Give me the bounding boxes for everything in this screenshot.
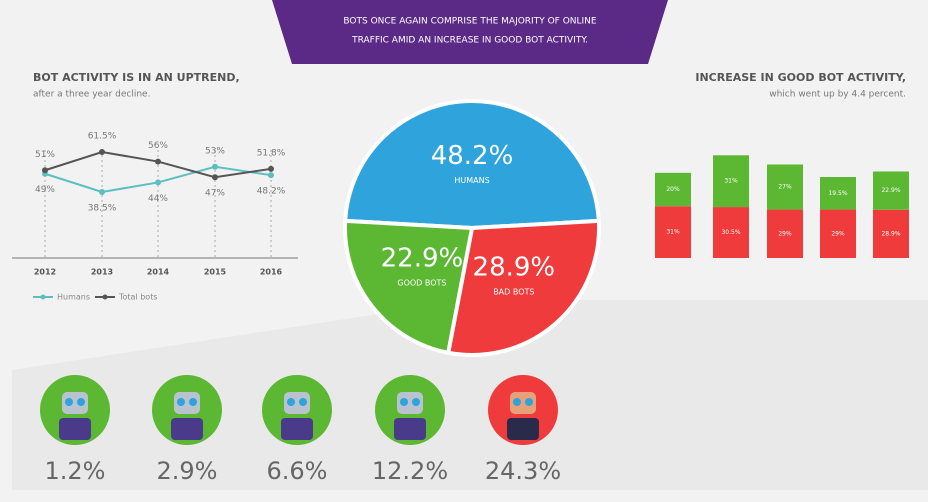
bot-share: 12.2% bbox=[372, 457, 448, 485]
bar-segment bbox=[873, 171, 909, 210]
legend-label: Humans bbox=[57, 293, 90, 302]
bar-segment bbox=[873, 209, 909, 258]
x-tick-label: 2015 bbox=[204, 268, 227, 277]
data-label: 49% bbox=[35, 185, 55, 195]
bar-subtitle: which went up by 4.4 percent. bbox=[769, 90, 906, 100]
bar-segment bbox=[767, 164, 803, 210]
bot-share: 2.9% bbox=[157, 457, 218, 485]
bar-segment bbox=[655, 206, 691, 258]
bar-segment bbox=[713, 207, 749, 258]
banner-line: BOTS ONCE AGAIN COMPRISE THE MAJORITY OF… bbox=[343, 17, 597, 27]
bot-eye bbox=[287, 398, 295, 406]
bot-body bbox=[507, 418, 539, 440]
bot-head bbox=[174, 392, 200, 414]
bot-eye bbox=[189, 398, 197, 406]
bot-head bbox=[284, 392, 310, 414]
bot-share: 6.6% bbox=[267, 457, 328, 485]
slice-value: 48.2% bbox=[431, 141, 514, 171]
legend-dot bbox=[40, 294, 46, 300]
segment-label: 31% bbox=[724, 178, 738, 185]
data-label: 53% bbox=[205, 146, 225, 156]
bot-eye bbox=[400, 398, 408, 406]
data-label: 48.2% bbox=[257, 187, 286, 197]
pie-slice bbox=[445, 218, 601, 357]
point bbox=[268, 165, 274, 172]
data-label: 51.8% bbox=[257, 148, 286, 158]
bottom-panel bbox=[12, 300, 928, 490]
segment-label: 30.5% bbox=[721, 229, 740, 236]
point bbox=[155, 158, 161, 165]
bar-title: INCREASE IN GOOD BOT ACTIVITY, bbox=[695, 71, 906, 84]
bar-segment bbox=[655, 172, 691, 207]
data-label: 61.5% bbox=[88, 132, 117, 142]
bot-body bbox=[59, 418, 91, 440]
bar-segment bbox=[767, 209, 803, 258]
banner bbox=[272, 0, 668, 64]
bot-body bbox=[171, 418, 203, 440]
bot-eye bbox=[65, 398, 73, 406]
point bbox=[155, 179, 161, 186]
bot-eye bbox=[177, 398, 185, 406]
line-subtitle: after a three year decline. bbox=[33, 90, 150, 100]
x-tick-label: 2012 bbox=[34, 268, 56, 277]
line-title: BOT ACTIVITY IS IN AN UPTREND, bbox=[33, 71, 240, 84]
slice-label: BAD BOTS bbox=[493, 287, 534, 296]
x-tick-label: 2014 bbox=[147, 268, 170, 277]
bot-share: 24.3% bbox=[485, 457, 561, 485]
x-tick-label: 2013 bbox=[91, 268, 113, 277]
segment-label: 19.5% bbox=[828, 190, 847, 197]
bot-body bbox=[281, 418, 313, 440]
bot-head bbox=[397, 392, 423, 414]
data-label: 44% bbox=[148, 194, 168, 204]
data-label: 51% bbox=[35, 150, 55, 160]
point bbox=[212, 174, 218, 181]
banner-line: TRAFFIC AMID AN INCREASE IN GOOD BOT ACT… bbox=[351, 36, 588, 46]
bar-segment bbox=[820, 177, 856, 210]
point bbox=[99, 189, 105, 195]
bot-eye bbox=[525, 398, 533, 406]
slice-value: 28.9% bbox=[473, 252, 556, 282]
bot-share: 1.2% bbox=[45, 457, 106, 485]
point bbox=[42, 167, 48, 174]
point bbox=[212, 163, 218, 170]
bot-eye bbox=[299, 398, 307, 406]
segment-label: 20% bbox=[666, 186, 680, 193]
segment-label: 28.9% bbox=[881, 230, 900, 237]
x-tick-label: 2016 bbox=[260, 268, 283, 277]
pie-slice bbox=[343, 218, 475, 356]
pie-slice bbox=[343, 99, 601, 231]
bot-head bbox=[510, 392, 536, 414]
bar-segment bbox=[820, 209, 856, 258]
bot-eye bbox=[77, 398, 85, 406]
slice-label: HUMANS bbox=[454, 176, 489, 185]
point bbox=[99, 149, 105, 155]
bot-eye bbox=[412, 398, 420, 406]
data-label: 38.5% bbox=[88, 204, 117, 214]
legend-dot bbox=[102, 294, 108, 300]
bot-head bbox=[62, 392, 88, 414]
slice-value: 22.9% bbox=[381, 244, 464, 274]
segment-label: 29% bbox=[778, 230, 792, 237]
bar-segment bbox=[713, 155, 749, 208]
bot-eye bbox=[513, 398, 521, 406]
segment-label: 31% bbox=[666, 229, 680, 236]
segment-label: 27% bbox=[778, 184, 792, 191]
segment-label: 22.9% bbox=[881, 187, 900, 194]
point bbox=[268, 172, 274, 179]
data-label: 47% bbox=[205, 189, 225, 199]
data-label: 56% bbox=[148, 141, 168, 151]
bot-body bbox=[394, 418, 426, 440]
segment-label: 29% bbox=[831, 230, 845, 237]
legend-label: Total bots bbox=[118, 293, 158, 302]
slice-label: GOOD BOTS bbox=[397, 279, 446, 288]
